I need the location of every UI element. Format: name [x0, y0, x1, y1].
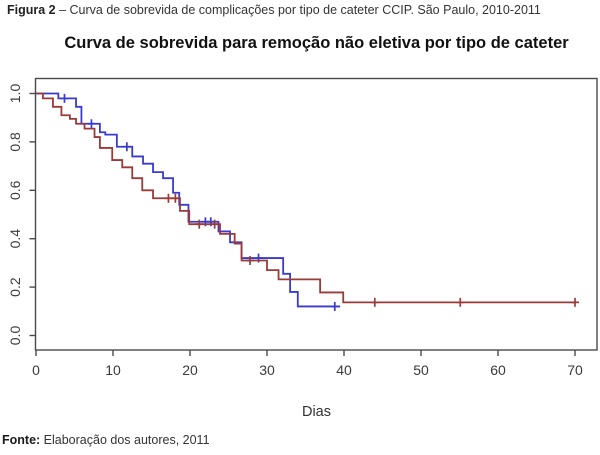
- cateter-curva-vermelha-curve: [36, 92, 575, 304]
- y-axis-tick-label: 1.0: [7, 84, 23, 104]
- x-axis-tick-label: 70: [567, 362, 583, 378]
- figure-caption: Figura 2 – Curva de sobrevida de complic…: [7, 3, 595, 17]
- cateter-curva-azul-curve: [36, 92, 341, 308]
- y-axis-tick-label: 0.2: [7, 277, 23, 297]
- x-axis-tick-label: 10: [105, 362, 121, 378]
- x-axis-tick-label: 40: [336, 362, 352, 378]
- y-axis-tick-label: 0.8: [7, 132, 23, 152]
- x-axis-tick-label: 60: [490, 362, 506, 378]
- x-axis-tick-label: 0: [32, 362, 40, 378]
- x-axis-tick-label: 20: [182, 362, 198, 378]
- x-axis-tick-label: 30: [259, 362, 275, 378]
- figure-caption-prefix: Figura 2: [7, 3, 56, 17]
- source-prefix: Fonte:: [2, 433, 41, 447]
- chart-title: Curva de sobrevida para remoção não elet…: [64, 34, 569, 52]
- x-axis-label: Dias: [301, 404, 331, 420]
- figure-caption-text: – Curva de sobrevida de complicações por…: [55, 3, 541, 17]
- y-axis-tick-label: 0.0: [7, 326, 23, 346]
- plot-border: [34, 77, 598, 351]
- source-line: Fonte: Elaboração dos autores, 2011: [2, 433, 402, 447]
- y-axis-tick-label: 0.4: [7, 229, 23, 249]
- y-axis-tick-label: 0.6: [7, 180, 23, 200]
- source-text: Elaboração dos autores, 2011: [40, 433, 210, 447]
- x-axis-tick-label: 50: [413, 362, 429, 378]
